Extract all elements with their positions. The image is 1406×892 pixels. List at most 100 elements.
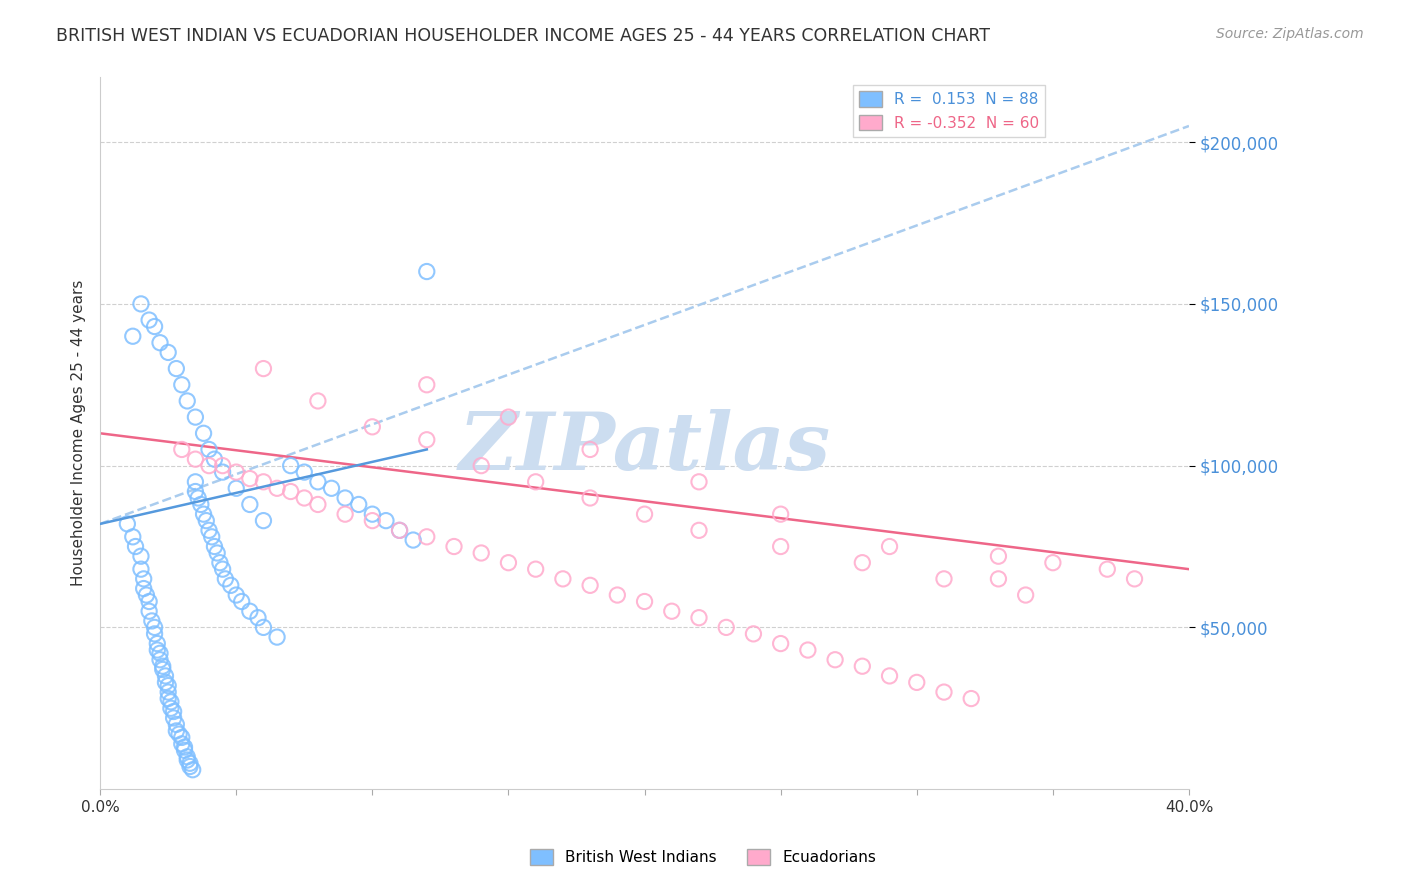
Point — [252, 361, 274, 376]
Point — [211, 562, 233, 576]
Point — [181, 763, 204, 777]
Point — [225, 481, 247, 495]
Point — [498, 410, 520, 425]
Point — [932, 572, 955, 586]
Point — [688, 524, 710, 538]
Point — [121, 329, 143, 343]
Point — [247, 610, 270, 624]
Point — [117, 516, 139, 531]
Point — [141, 614, 163, 628]
Point — [266, 481, 288, 495]
Point — [149, 646, 172, 660]
Point — [1014, 588, 1036, 602]
Point — [292, 465, 315, 479]
Point — [716, 620, 738, 634]
Point — [132, 572, 155, 586]
Point — [579, 578, 602, 592]
Point — [143, 620, 166, 634]
Point — [231, 594, 253, 608]
Point — [211, 458, 233, 473]
Point — [176, 753, 198, 767]
Point — [1042, 556, 1064, 570]
Point — [361, 514, 384, 528]
Point — [129, 562, 152, 576]
Legend: R =  0.153  N = 88, R = -0.352  N = 60: R = 0.153 N = 88, R = -0.352 N = 60 — [853, 85, 1045, 136]
Point — [152, 663, 174, 677]
Point — [170, 377, 193, 392]
Point — [361, 507, 384, 521]
Point — [524, 475, 547, 489]
Point — [173, 743, 195, 757]
Point — [239, 498, 262, 512]
Point — [960, 691, 983, 706]
Point — [307, 475, 329, 489]
Point — [149, 335, 172, 350]
Point — [252, 514, 274, 528]
Point — [198, 458, 221, 473]
Point — [769, 540, 792, 554]
Point — [176, 393, 198, 408]
Point — [205, 546, 228, 560]
Point — [879, 669, 901, 683]
Point — [524, 562, 547, 576]
Point — [170, 442, 193, 457]
Point — [124, 540, 146, 554]
Point — [292, 491, 315, 505]
Point — [1123, 572, 1146, 586]
Point — [179, 756, 201, 771]
Point — [146, 643, 169, 657]
Point — [162, 705, 184, 719]
Point — [184, 484, 207, 499]
Point — [769, 636, 792, 650]
Point — [321, 481, 343, 495]
Point — [184, 410, 207, 425]
Point — [195, 514, 218, 528]
Point — [347, 498, 370, 512]
Point — [470, 458, 492, 473]
Point — [184, 452, 207, 467]
Point — [1097, 562, 1119, 576]
Point — [551, 572, 574, 586]
Point — [333, 507, 356, 521]
Point — [138, 594, 160, 608]
Point — [132, 582, 155, 596]
Point — [157, 345, 180, 359]
Point — [402, 533, 425, 547]
Point — [388, 524, 411, 538]
Point — [987, 549, 1010, 564]
Text: BRITISH WEST INDIAN VS ECUADORIAN HOUSEHOLDER INCOME AGES 25 - 44 YEARS CORRELAT: BRITISH WEST INDIAN VS ECUADORIAN HOUSEH… — [56, 27, 990, 45]
Point — [851, 659, 873, 673]
Point — [388, 524, 411, 538]
Point — [661, 604, 683, 618]
Point — [193, 507, 215, 521]
Point — [932, 685, 955, 699]
Point — [307, 498, 329, 512]
Point — [633, 594, 655, 608]
Point — [184, 475, 207, 489]
Point — [157, 679, 180, 693]
Point — [987, 572, 1010, 586]
Point — [606, 588, 628, 602]
Point — [160, 695, 183, 709]
Point — [176, 749, 198, 764]
Point — [149, 653, 172, 667]
Y-axis label: Householder Income Ages 25 - 44 years: Householder Income Ages 25 - 44 years — [72, 280, 86, 586]
Point — [208, 556, 231, 570]
Point — [416, 377, 439, 392]
Point — [252, 475, 274, 489]
Point — [143, 627, 166, 641]
Point — [135, 588, 157, 602]
Point — [375, 514, 398, 528]
Point — [416, 264, 439, 278]
Point — [214, 572, 236, 586]
Point — [797, 643, 820, 657]
Point — [121, 530, 143, 544]
Point — [579, 491, 602, 505]
Point — [443, 540, 465, 554]
Point — [201, 530, 224, 544]
Point — [187, 491, 209, 505]
Point — [143, 319, 166, 334]
Point — [219, 578, 242, 592]
Point — [239, 472, 262, 486]
Point — [905, 675, 928, 690]
